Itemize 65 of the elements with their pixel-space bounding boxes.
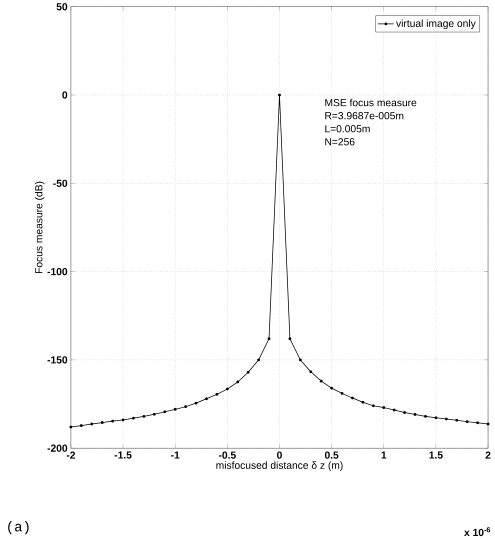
y-tick-label: -100 bbox=[48, 268, 68, 276]
point bbox=[205, 397, 208, 400]
point bbox=[340, 392, 344, 395]
point bbox=[216, 392, 218, 396]
point bbox=[476, 421, 480, 424]
point bbox=[236, 380, 240, 384]
y-axis-title: Focus measure (dB) bbox=[35, 182, 45, 274]
annotation: R=3.9687e-005m bbox=[325, 112, 404, 120]
text: (a) bbox=[8, 521, 29, 534]
point bbox=[100, 421, 104, 424]
annotation: L=0.005m bbox=[325, 125, 370, 132]
x-tick-label: 0.5 bbox=[325, 451, 339, 459]
point bbox=[142, 414, 146, 418]
point bbox=[111, 420, 114, 423]
point bbox=[257, 358, 260, 362]
point bbox=[445, 418, 448, 420]
point bbox=[132, 416, 136, 420]
point bbox=[414, 413, 417, 416]
point bbox=[90, 422, 94, 426]
point bbox=[246, 370, 250, 374]
annotation: N=256 bbox=[325, 138, 355, 146]
point bbox=[320, 380, 323, 382]
point bbox=[226, 388, 229, 390]
point bbox=[362, 400, 364, 404]
point bbox=[330, 386, 334, 390]
text: x 10$^{-6}$ bbox=[464, 527, 490, 536]
point bbox=[194, 402, 198, 405]
point bbox=[486, 422, 490, 426]
x-tick-label: 2 bbox=[486, 451, 491, 459]
x-tick-label: 0 bbox=[277, 451, 282, 459]
point bbox=[268, 337, 271, 340]
point bbox=[299, 358, 302, 362]
point bbox=[424, 414, 427, 418]
x-tick-label: -1.5 bbox=[114, 451, 132, 459]
point bbox=[403, 411, 406, 414]
annotation: MSE focus measure bbox=[325, 98, 416, 106]
x-tick-label: -1 bbox=[171, 451, 180, 459]
point bbox=[351, 396, 354, 400]
point bbox=[434, 416, 438, 420]
point bbox=[174, 408, 177, 411]
legend-label: virtual image only bbox=[396, 19, 476, 30]
point bbox=[288, 337, 292, 340]
point bbox=[184, 405, 188, 408]
point bbox=[392, 408, 396, 412]
y-tick-label: -150 bbox=[48, 356, 68, 364]
point bbox=[455, 418, 458, 422]
point bbox=[309, 370, 312, 374]
point bbox=[122, 418, 125, 422]
y-tick-label: -200 bbox=[48, 444, 68, 452]
y-tick-label: -50 bbox=[53, 180, 68, 187]
point bbox=[278, 94, 282, 96]
point bbox=[163, 410, 166, 414]
x-tick-label: -0.5 bbox=[219, 451, 236, 459]
x-tick-label: 1.5 bbox=[430, 451, 443, 459]
point bbox=[70, 426, 72, 428]
point bbox=[372, 404, 375, 408]
x-tick-label: 1 bbox=[382, 451, 386, 459]
y-tick-label: 50 bbox=[56, 3, 68, 10]
point bbox=[466, 420, 469, 424]
point bbox=[382, 406, 386, 409]
point bbox=[80, 424, 83, 427]
point bbox=[153, 412, 156, 416]
y-tick-label: 0 bbox=[62, 91, 68, 99]
x-tick-label: -2 bbox=[66, 451, 76, 459]
x-axis-title: misfocused distance δ z (m) bbox=[216, 461, 343, 471]
